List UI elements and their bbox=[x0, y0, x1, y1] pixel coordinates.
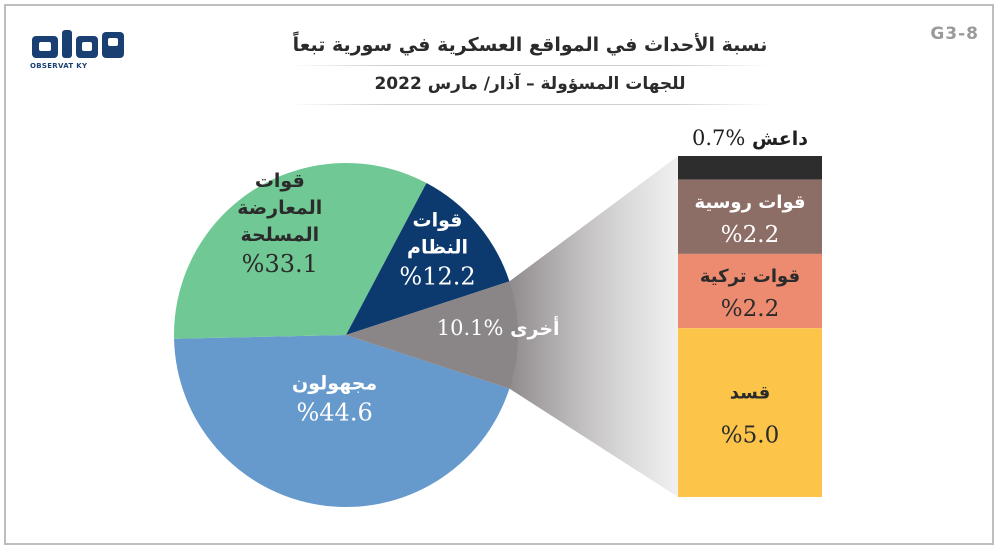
bar-segment-3 bbox=[678, 328, 822, 497]
title-divider bbox=[290, 65, 770, 66]
pie-value-1: %33.1 bbox=[242, 250, 318, 278]
bar-value-3: %5.0 bbox=[721, 423, 779, 449]
title-divider-bottom bbox=[290, 104, 770, 105]
bar-segment-2 bbox=[678, 253, 822, 329]
pie-label-1-line-1: المعارضة bbox=[237, 197, 322, 219]
bar-label-3: قسد bbox=[730, 383, 771, 404]
pie-value-2: %12.2 bbox=[399, 262, 475, 290]
bar-segment-0 bbox=[678, 156, 822, 180]
pie-slice-3 bbox=[346, 281, 519, 389]
bar-segment-1 bbox=[678, 179, 822, 254]
breakdown-connector bbox=[509, 156, 678, 497]
pie-label-2-line-0: قوات bbox=[413, 209, 463, 231]
pie-label-1-line-0: قوات bbox=[255, 170, 305, 192]
chart-title-line1: نسبة الأحداث في المواقع العسكرية في سوري… bbox=[292, 34, 768, 56]
pie-slice-2 bbox=[346, 182, 510, 335]
logo-caption: OBSERVAT KY bbox=[30, 62, 88, 70]
chart-title-line2: للجهات المسؤولة – آذار/ مارس 2022 bbox=[374, 74, 686, 94]
pie-label-1-line-2: المسلحة bbox=[240, 224, 319, 246]
bar-label-1: قوات روسية bbox=[694, 192, 805, 213]
pie-value-0: %44.6 bbox=[296, 399, 372, 427]
figure-code: G3-8 bbox=[930, 24, 979, 44]
pie-slice-0 bbox=[174, 335, 510, 507]
pie-slice-1 bbox=[174, 163, 427, 339]
bar-label-2: قوات تركية bbox=[700, 266, 800, 287]
observatory-logo bbox=[30, 28, 126, 72]
bar-label-0: داعش %0.7 bbox=[692, 126, 808, 150]
pie-label-0-line-0: مجهولون bbox=[292, 373, 377, 395]
bar-value-1: %2.2 bbox=[721, 222, 779, 248]
pie-label-3: أخرى %10.1 bbox=[437, 316, 560, 340]
bar-value-2: %2.2 bbox=[721, 296, 779, 322]
pie-label-2-line-1: النظام bbox=[407, 236, 468, 258]
